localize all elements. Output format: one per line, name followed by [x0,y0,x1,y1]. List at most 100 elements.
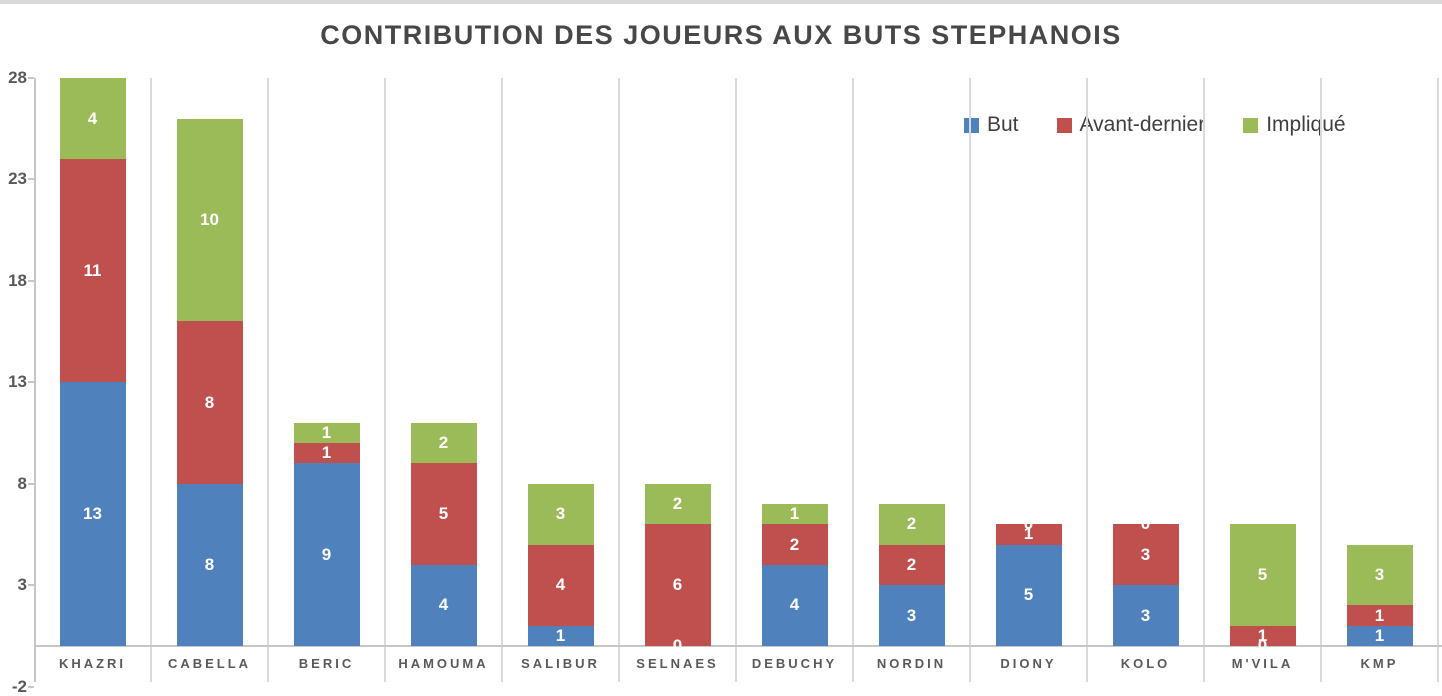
bar-value-label: 3 [906,605,917,625]
bar-value-label: 0 [1257,636,1268,655]
bar-segment-avant-dernier [761,524,828,565]
bar-value-label: 2 [789,534,800,554]
legend-label: Avant-dernier [1079,113,1206,136]
category-label: KOLO [1120,656,1171,671]
category-gridline [150,78,152,682]
bar-value-label: 3 [1374,565,1385,584]
bar-segment-but [761,564,828,646]
category-gridline [1203,78,1205,682]
y-axis-tick-label: 8 [17,473,27,493]
category-label: KHAZRI [58,656,127,671]
bar-segment-but [293,463,360,646]
y-axis-tick [28,685,34,688]
category-label: SALIBUR [521,656,600,671]
bar-segment-avant-dernier [293,443,360,464]
legend-swatch [1056,117,1072,133]
chart-title: CONTRIBUTION DES JOUEURS AUX BUTS STEPHA… [320,20,1122,50]
bar-segment-impliqu- [1346,544,1413,606]
bar-value-label: 2 [672,494,683,513]
bar-segment-avant-dernier [1346,605,1413,626]
bar-segment-avant-dernier [878,544,945,586]
bar-value-label: 4 [87,108,98,128]
bar-segment-but [176,483,243,646]
bar-value-label: 4 [438,595,449,615]
bar-value-label: 1 [1374,625,1385,645]
bar-value-label: 1 [789,504,800,524]
bar-value-label: 11 [83,260,102,280]
bar-segment-impliqu- [1229,524,1296,626]
bar-value-label: 0 [1140,514,1151,534]
bar-segment-impliqu- [527,483,594,545]
bar-value-label: 0 [672,636,683,655]
y-axis-tick [28,482,34,485]
y-axis-tick [28,178,34,181]
legend-label: Impliqué [1266,113,1346,136]
y-axis-tick-label: 28 [8,68,27,87]
legend-swatch [964,117,979,133]
category-gridline [852,78,854,682]
bar-value-label: 1 [555,625,566,645]
category-label: HAMOUMA [398,656,489,671]
legend-swatch [1243,117,1259,133]
bar-value-label: 1 [1023,524,1034,544]
y-axis-tick-label: 23 [8,169,27,189]
category-label: CABELLA [167,656,252,671]
y-axis-tick [28,584,34,587]
bar-segment-avant-dernier [176,321,243,484]
bar-segment-avant-dernier [527,544,594,626]
y-axis-line [34,78,36,682]
bar-value-label: 5 [1023,585,1034,605]
y-axis-tick-label: 3 [17,575,27,595]
category-gridline [501,78,503,682]
y-axis-tick [28,279,34,282]
bar-value-label: 5 [438,504,449,524]
top-border-line [0,0,1442,4]
bar-segment-but [410,564,477,646]
bar-value-label: 0 [1023,514,1034,534]
bar-segment-avant-dernier [995,524,1062,545]
bar-value-label: 3 [1140,605,1151,625]
bar-value-label: 1 [321,443,332,463]
category-label: NORDIN [876,656,947,671]
y-axis-tick [28,381,34,384]
legend-item-but: But [964,112,1019,138]
bar-segment-but [1112,585,1179,646]
bar-value-label: 8 [204,392,215,412]
bar-value-label: 3 [555,504,566,524]
bar-segment-impliqu- [761,504,828,525]
category-gridline [969,78,971,682]
bar-value-label: 9 [321,544,332,564]
bar-value-label: 8 [204,554,215,574]
category-gridline [735,78,737,682]
bar-value-label: 4 [789,595,800,615]
legend-item-impliqu-: Impliqué [1243,112,1346,138]
bar-value-label: 1 [1374,605,1385,625]
legend-item-avant-dernier: Avant-dernier [1056,112,1206,138]
bar-segment-impliqu- [293,422,360,444]
x-axis-line [34,645,1442,647]
category-gridline [1437,78,1439,682]
bar-segment-but [878,585,945,646]
bar-segment-avant-dernier [1112,524,1179,586]
bar-value-label: 3 [1140,544,1151,564]
bar-segment-impliqu- [59,78,126,160]
bar-value-label: 4 [555,575,566,595]
bar-segment-but [995,544,1062,646]
legend: But Avant-dernier Impliqué [964,112,1346,138]
category-label: M'VILA [1231,656,1294,671]
bar-segment-but [1346,625,1413,646]
bar-segment-impliqu- [410,422,477,464]
category-gridline [1086,78,1088,682]
bar-value-label: 2 [906,554,917,574]
category-gridline [618,78,620,682]
bar-segment-avant-dernier [644,524,711,646]
category-label: DIONY [1000,656,1057,671]
category-gridline [1320,78,1322,682]
bar-segment-but [59,382,126,646]
bar-value-label: 1 [1257,625,1268,645]
bar-value-label: 6 [672,575,683,595]
bar-value-label: 13 [83,504,102,524]
bar-segment-avant-dernier [410,463,477,565]
bar-value-label: 1 [321,423,332,442]
category-label: DEBUCHY [751,656,838,671]
